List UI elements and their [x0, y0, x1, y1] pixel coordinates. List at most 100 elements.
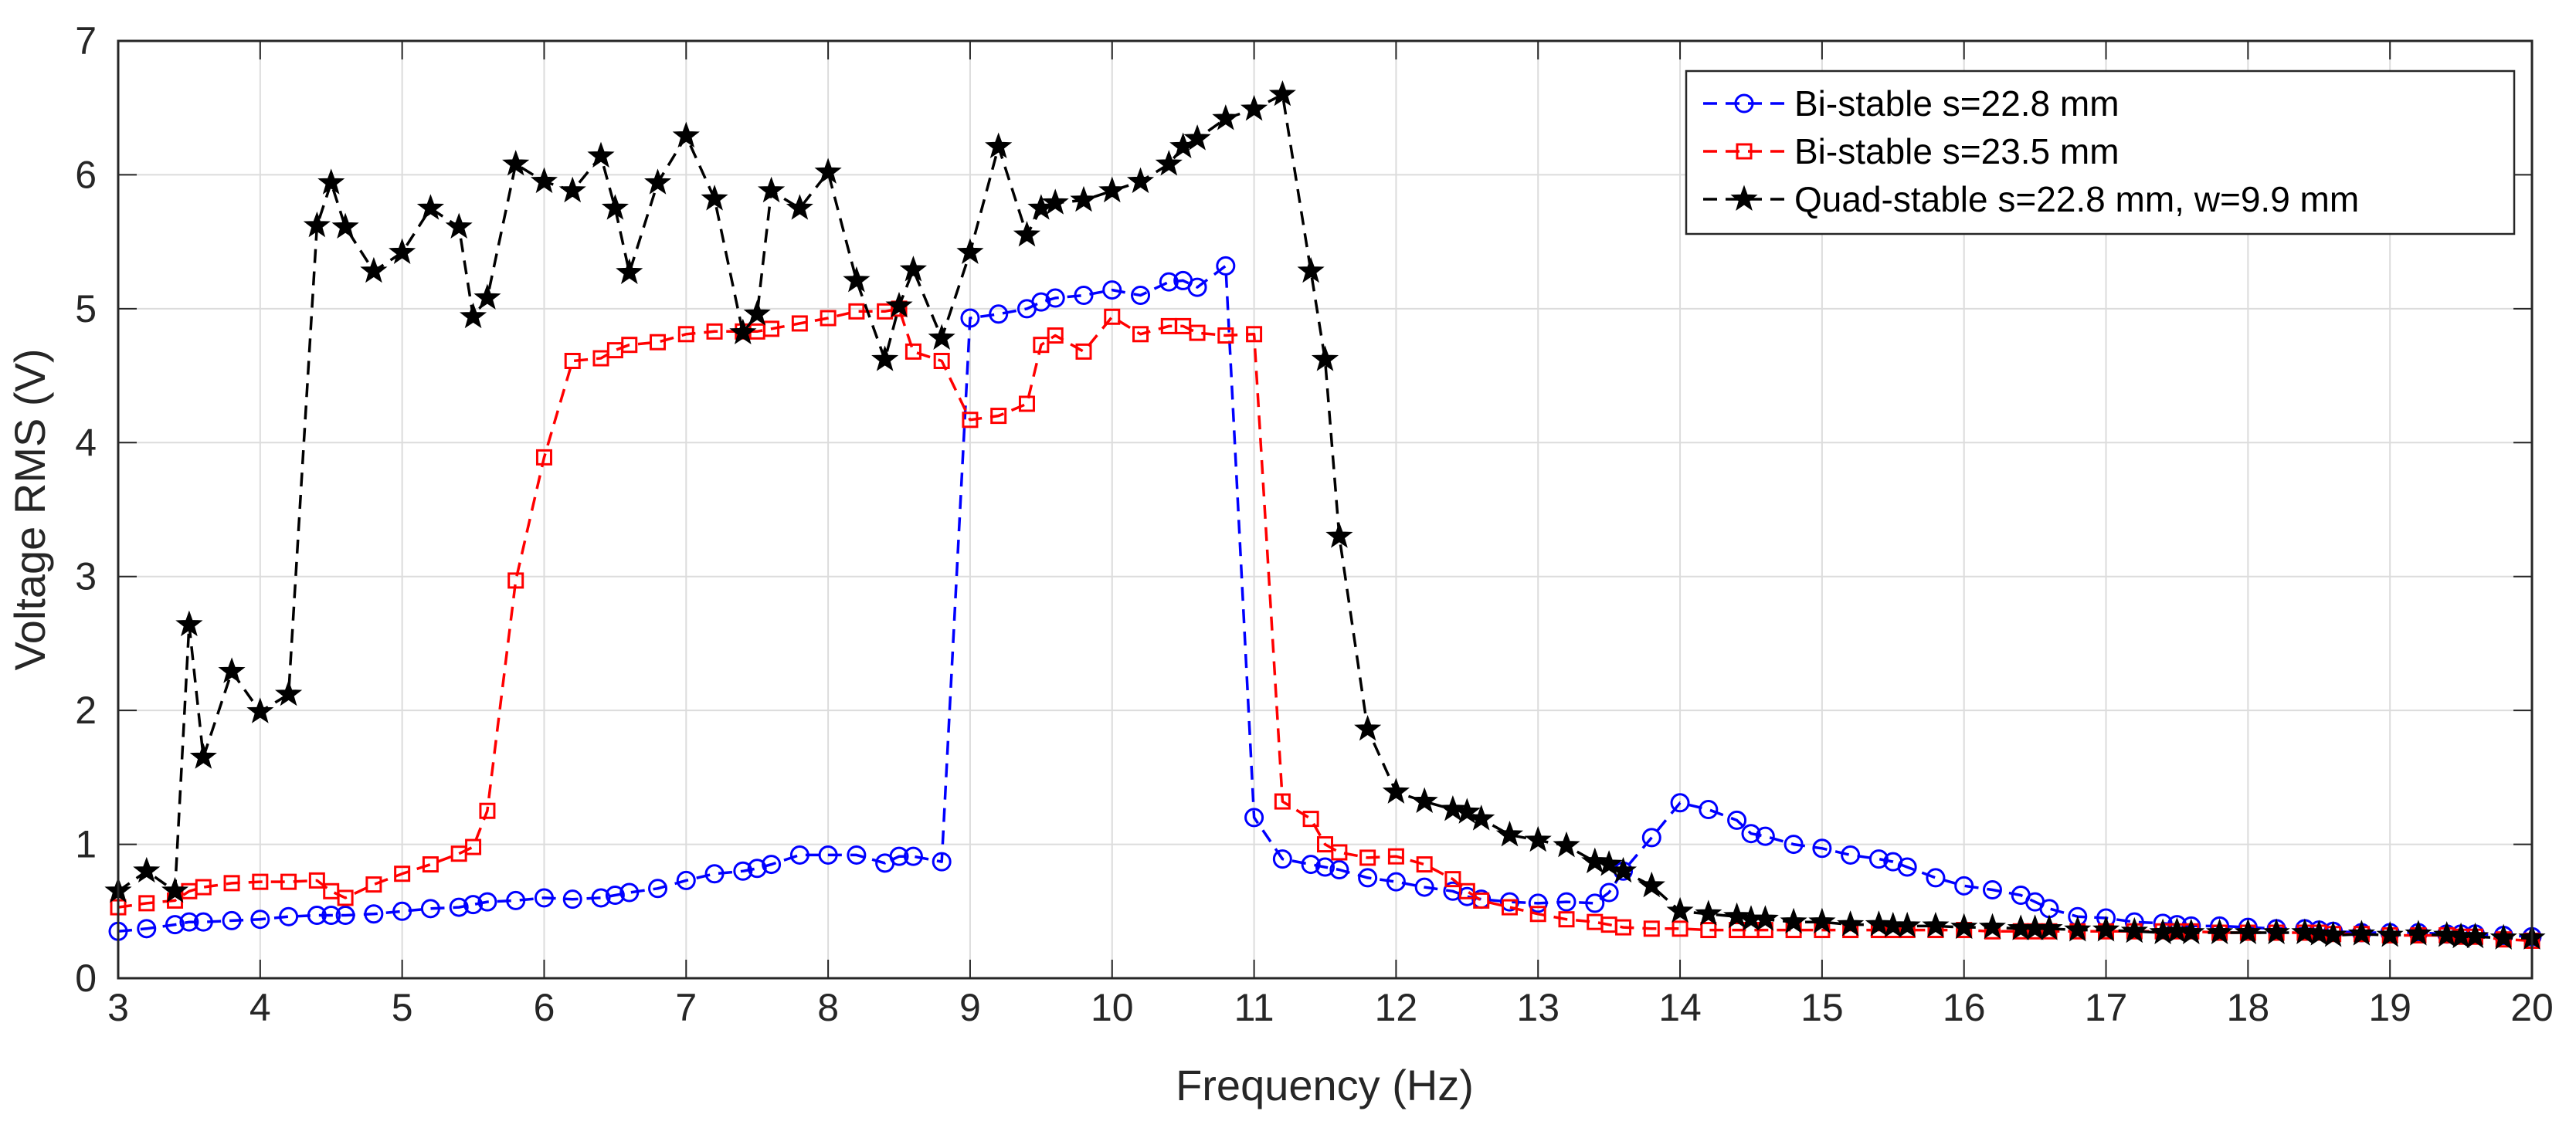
- x-tick-label: 3: [107, 986, 129, 1029]
- data-point-2: [1246, 326, 1263, 343]
- data-point-3: [601, 194, 630, 220]
- data-point-2: [507, 572, 524, 589]
- data-point-2: [706, 323, 723, 340]
- data-point-2: [763, 320, 780, 337]
- data-point-1: [1585, 893, 1605, 913]
- data-point-1: [1755, 826, 1775, 846]
- data-point-2: [1331, 844, 1348, 861]
- data-point-3: [218, 657, 246, 683]
- data-point-3: [786, 194, 813, 220]
- x-tick-label: 4: [249, 986, 271, 1029]
- data-point-1: [789, 845, 809, 865]
- data-point-1: [1954, 876, 1974, 896]
- data-point-1: [279, 906, 299, 926]
- data-point-3: [416, 194, 444, 220]
- y-tick-label: 0: [75, 957, 97, 1000]
- data-point-2: [252, 873, 269, 890]
- data-point-3: [303, 211, 331, 238]
- data-point-3: [1453, 798, 1481, 824]
- data-point-1: [847, 845, 867, 865]
- data-point-2: [1700, 922, 1717, 939]
- data-point-3: [672, 121, 700, 148]
- data-point-3: [389, 238, 416, 264]
- legend-label-2: Bi-stable s=23.5 mm: [1794, 131, 2120, 171]
- data-point-1: [307, 905, 327, 925]
- data-point-3: [1865, 910, 1892, 937]
- x-tick-label: 11: [1234, 986, 1274, 1029]
- data-point-1: [1926, 868, 1946, 888]
- data-point-1: [1074, 286, 1094, 306]
- data-point-3: [189, 743, 217, 769]
- data-point-3: [1098, 176, 1126, 203]
- y-tick-label: 3: [75, 555, 97, 598]
- data-point-3: [445, 212, 473, 239]
- data-point-1: [1358, 868, 1378, 888]
- data-point-3: [743, 300, 771, 326]
- data-point-1: [1244, 808, 1264, 828]
- data-point-3: [1013, 221, 1040, 247]
- data-point-1: [1216, 256, 1236, 276]
- data-point-3: [1553, 831, 1580, 858]
- data-point-3: [587, 141, 615, 168]
- legend-marker-2: [1736, 143, 1753, 160]
- data-point-1: [1315, 857, 1335, 877]
- data-point-1: [449, 897, 469, 917]
- data-point-1: [1982, 880, 2002, 900]
- data-point-3: [1695, 899, 1722, 926]
- data-point-3: [1325, 522, 1353, 548]
- data-point-1: [1272, 849, 1292, 869]
- data-point-3: [1439, 795, 1467, 821]
- data-point-3: [2347, 920, 2375, 946]
- plot-series: [104, 80, 2546, 950]
- data-point-1: [463, 895, 484, 915]
- data-point-1: [704, 864, 725, 884]
- data-point-1: [1499, 892, 1519, 912]
- data-point-2: [479, 802, 496, 819]
- data-point-1: [1868, 849, 1889, 869]
- data-point-1: [676, 870, 696, 890]
- data-point-2: [1075, 343, 1092, 360]
- data-point-3: [928, 323, 955, 350]
- data-point-2: [1558, 911, 1575, 928]
- data-point-3: [2489, 923, 2517, 950]
- data-point-2: [1529, 906, 1546, 923]
- data-point-1: [605, 885, 625, 905]
- data-point-1: [1045, 288, 1065, 308]
- plot-area-frame: [117, 39, 2534, 980]
- data-point-1: [1812, 838, 1832, 859]
- data-point-3: [616, 258, 643, 284]
- data-point-1: [321, 905, 341, 925]
- data-point-3: [1595, 850, 1623, 876]
- data-point-3: [644, 168, 672, 195]
- x-tick-label: 20: [2510, 986, 2554, 1029]
- data-point-3: [701, 185, 728, 211]
- data-point-2: [535, 449, 552, 466]
- data-point-2: [1615, 919, 1632, 936]
- data-point-3: [2305, 920, 2333, 946]
- data-point-3: [1268, 80, 1296, 107]
- y-tick-label: 1: [75, 823, 97, 866]
- data-point-2: [848, 303, 865, 320]
- data-point-2: [1047, 327, 1064, 344]
- data-point-2: [308, 872, 325, 889]
- y-tick-label: 6: [75, 153, 97, 196]
- data-point-2: [933, 352, 950, 369]
- data-point-3: [473, 283, 501, 310]
- data-point-3: [1638, 871, 1665, 898]
- legend-label-3: Quad-stable s=22.8 mm, w=9.9 mm: [1794, 179, 2359, 219]
- data-point-3: [1155, 150, 1183, 176]
- data-point-2: [1189, 324, 1206, 341]
- legend-label-1: Bi-stable s=22.8 mm: [1794, 83, 2120, 124]
- data-point-2: [337, 889, 354, 906]
- data-point-1: [1641, 828, 1661, 848]
- x-tick-label: 6: [534, 986, 555, 1029]
- data-point-1: [364, 904, 384, 924]
- data-point-2: [1672, 920, 1688, 937]
- data-point-3: [1311, 345, 1339, 371]
- data-point-2: [1416, 856, 1433, 873]
- series-line-2: [117, 307, 2533, 943]
- data-point-3: [1070, 185, 1098, 212]
- data-point-2: [1302, 811, 1319, 828]
- data-point-2: [365, 876, 382, 893]
